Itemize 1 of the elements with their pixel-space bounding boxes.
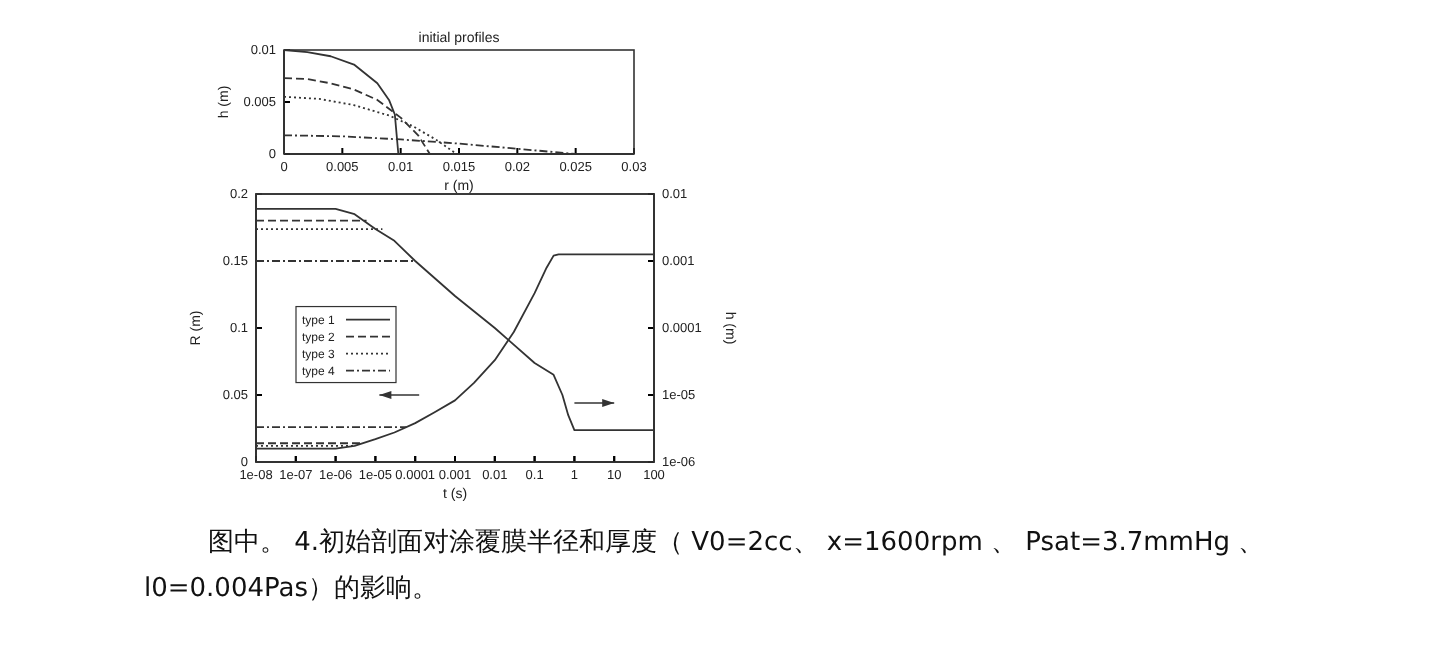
- text: 图中。 4.初始剖面对涂覆膜半径和厚度（ V0=2cc、 x=1600rpm 、 Psat=3.7mmHg 、 l0=0.004Pas）的影响。: [144, 526, 1267, 608]
